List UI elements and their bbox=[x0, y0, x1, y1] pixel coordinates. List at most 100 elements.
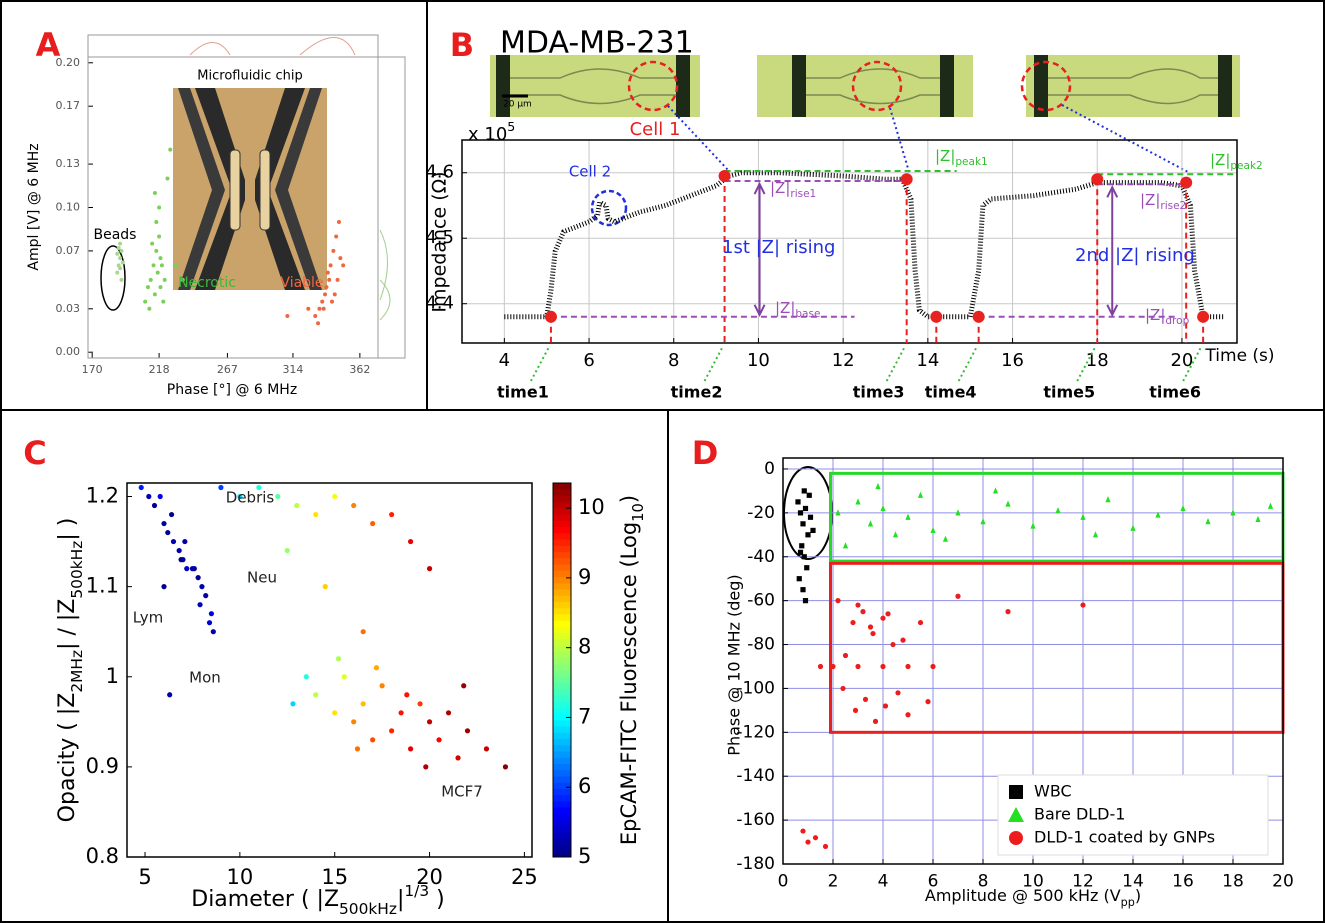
y-axis-label-part: | / |Z bbox=[55, 599, 80, 650]
point bbox=[324, 285, 329, 290]
point bbox=[354, 746, 361, 752]
point bbox=[867, 624, 874, 630]
point bbox=[905, 663, 911, 670]
point bbox=[306, 306, 311, 311]
point bbox=[1267, 502, 1274, 509]
point bbox=[885, 611, 891, 617]
point bbox=[464, 728, 471, 734]
colorbar-step bbox=[553, 713, 571, 721]
point bbox=[925, 699, 931, 705]
point bbox=[313, 692, 319, 698]
y-tick-label: 4.5 bbox=[425, 227, 454, 248]
colorbar-step bbox=[553, 844, 571, 852]
point bbox=[155, 270, 160, 275]
point bbox=[917, 491, 924, 498]
colorbar-step bbox=[553, 607, 571, 615]
point bbox=[203, 593, 209, 599]
x-tick-label: 218 bbox=[149, 363, 170, 376]
point bbox=[145, 285, 150, 290]
y-tick-label: 0.9 bbox=[86, 754, 119, 778]
point bbox=[195, 575, 201, 581]
x-tick-label: 362 bbox=[349, 363, 370, 376]
point bbox=[360, 629, 366, 635]
point bbox=[800, 587, 806, 593]
x-tick-label: 170 bbox=[82, 363, 103, 376]
point bbox=[316, 321, 321, 326]
y-tick-label: -160 bbox=[736, 810, 775, 830]
point bbox=[398, 710, 404, 716]
legend-key bbox=[1008, 807, 1024, 822]
colorbar-step bbox=[553, 825, 571, 833]
point bbox=[461, 683, 467, 689]
x-axis-label: Time (s) bbox=[1204, 346, 1274, 366]
x-axis-label-part: ) bbox=[429, 887, 445, 912]
colorbar-step bbox=[553, 663, 571, 671]
cell-label: Cell 1 bbox=[630, 119, 681, 140]
point bbox=[157, 493, 163, 500]
y-axis-label: Impedance (Ω) bbox=[429, 171, 451, 312]
point bbox=[807, 514, 814, 520]
event-marker bbox=[544, 310, 557, 323]
point bbox=[327, 277, 332, 282]
colorbar-step bbox=[553, 645, 571, 652]
y-tick-label: 0.20 bbox=[56, 56, 81, 69]
x-axis-label-part: 1/3 bbox=[404, 882, 429, 900]
y-tick-label: -80 bbox=[747, 635, 775, 655]
colorbar-tick-label: 8 bbox=[578, 635, 591, 659]
colorbar-step bbox=[553, 483, 571, 490]
colorbar-step bbox=[553, 632, 571, 640]
point bbox=[152, 191, 157, 196]
point bbox=[806, 492, 812, 498]
point bbox=[322, 584, 328, 590]
point bbox=[323, 292, 328, 297]
point bbox=[797, 549, 804, 555]
point bbox=[150, 241, 155, 246]
plot-frame bbox=[461, 139, 1238, 344]
colorbar-step bbox=[553, 676, 571, 683]
point bbox=[835, 598, 841, 604]
point bbox=[338, 256, 343, 261]
z-label: |Z|peak2 bbox=[1210, 151, 1263, 173]
point bbox=[321, 306, 326, 311]
point bbox=[1030, 522, 1036, 529]
colorbar-step bbox=[553, 613, 571, 621]
point bbox=[407, 538, 414, 545]
point bbox=[182, 538, 188, 545]
event-marker bbox=[900, 173, 913, 186]
point bbox=[1005, 500, 1011, 507]
panel-label: C bbox=[23, 434, 46, 472]
point bbox=[168, 147, 173, 152]
point bbox=[867, 520, 874, 527]
legend-label: Bare DLD-1 bbox=[1034, 805, 1125, 824]
event-marker bbox=[718, 170, 731, 183]
colorbar-step bbox=[553, 595, 571, 602]
point bbox=[835, 509, 841, 516]
cluster-label: Mon bbox=[189, 669, 221, 687]
point bbox=[157, 234, 162, 239]
point bbox=[802, 505, 809, 512]
time-label: time3 bbox=[853, 383, 905, 402]
point bbox=[370, 737, 376, 743]
point bbox=[1230, 509, 1236, 516]
cell-label: Cell 2 bbox=[569, 163, 611, 181]
point bbox=[116, 246, 121, 251]
colorbar-step bbox=[553, 726, 571, 733]
x-tick-label: 12 bbox=[832, 350, 855, 371]
point bbox=[165, 176, 170, 181]
colorbar-step bbox=[553, 782, 571, 789]
x-tick-label: 20 bbox=[416, 865, 443, 889]
colorbar-step bbox=[553, 570, 571, 577]
point bbox=[810, 527, 816, 534]
point bbox=[800, 828, 806, 834]
point bbox=[154, 248, 159, 253]
point bbox=[197, 602, 203, 608]
z-label-part: rise1 bbox=[790, 188, 816, 200]
colorbar-label-part: 10 bbox=[630, 503, 647, 522]
y-axis-label-part: 2MHz bbox=[68, 650, 86, 693]
x-axis-label-part: | bbox=[397, 887, 404, 912]
colorbar-step bbox=[553, 601, 571, 609]
y-tick-label: 0.17 bbox=[56, 99, 81, 112]
z-label-part: peak2 bbox=[1230, 160, 1262, 172]
point bbox=[159, 263, 164, 268]
